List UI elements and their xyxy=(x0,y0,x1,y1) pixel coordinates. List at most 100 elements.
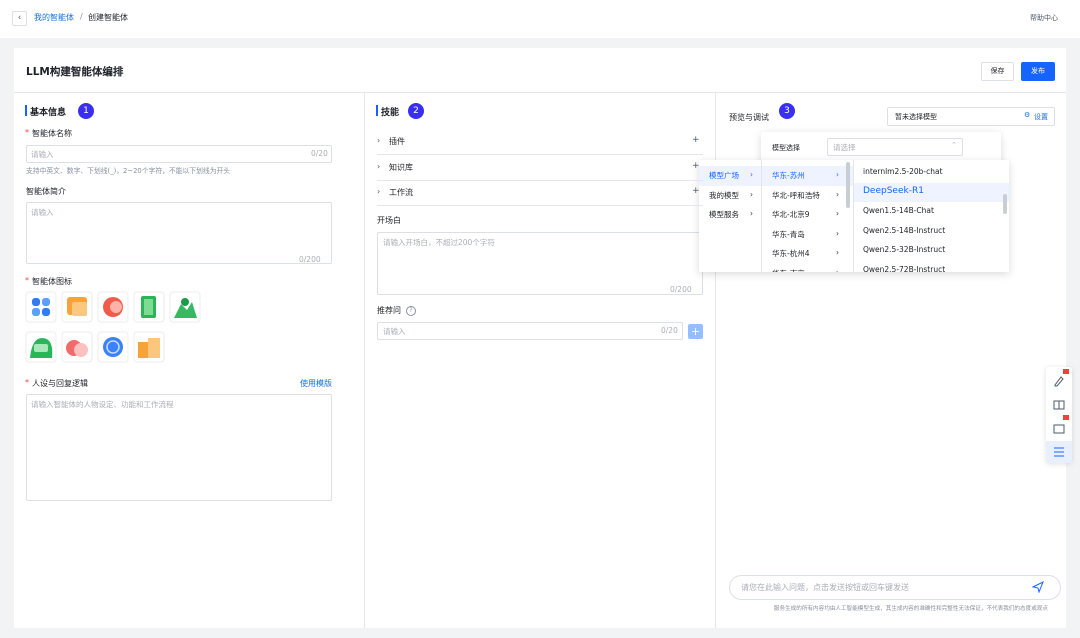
divider xyxy=(364,92,365,628)
field-label: 人设与回复逻辑 xyxy=(32,379,88,388)
book-icon[interactable] xyxy=(1053,400,1065,410)
page-title: LLM构建智能体编排 xyxy=(26,66,124,78)
help-link[interactable]: 帮助中心 xyxy=(1030,14,1058,22)
cascader-item[interactable]: Qwen1.5-14B-Chat xyxy=(863,206,934,215)
expand-arrow[interactable]: › xyxy=(377,187,381,196)
add-button[interactable]: + xyxy=(688,324,703,339)
char-count: 0/20 xyxy=(311,149,328,158)
placeholder: 请您在此输入问题，点击发送按钮或回车键发送 xyxy=(741,583,909,592)
dropdown-label: 模型选择 xyxy=(772,144,800,152)
cascader-item[interactable]: 华东-南京 xyxy=(772,268,805,273)
cascader: 模型广场 › 我的模型 › 模型服务 › 华东-苏州 › 华北-呼和浩特 › 华北-北京9 › 华东-… xyxy=(699,160,1009,272)
chevron: ⌃ xyxy=(951,141,957,149)
divider xyxy=(14,92,1066,93)
model-select[interactable] xyxy=(887,107,1055,126)
cascader-item[interactable]: 华东-青岛 xyxy=(772,229,805,239)
recommend-input[interactable] xyxy=(377,322,683,340)
section-title: 基本信息 xyxy=(30,108,67,118)
add-icon[interactable]: + xyxy=(692,186,700,196)
cascader-item[interactable]: Qwen2.5-14B-Instruct xyxy=(863,225,946,235)
expand-arrow[interactable]: › xyxy=(377,136,381,145)
publish-button[interactable]: 发布 xyxy=(1021,62,1055,81)
intro-textarea[interactable] xyxy=(26,202,332,264)
message-icon[interactable] xyxy=(1053,415,1069,434)
edit-icon[interactable] xyxy=(1054,369,1069,387)
icon[interactable] xyxy=(97,291,129,323)
icon[interactable] xyxy=(25,331,57,363)
placeholder: 请输入 xyxy=(31,150,54,159)
scrollbar xyxy=(1003,194,1007,214)
field-label: 智能体简介 xyxy=(26,187,66,196)
add-icon[interactable]: + xyxy=(692,135,700,145)
icon[interactable] xyxy=(133,291,165,323)
cascader-column: 华东-苏州 › 华北-呼和浩特 › 华北-北京9 › 华东-青岛 › 华东-杭州4 › 华东-南京 › xyxy=(762,160,853,272)
send-icon[interactable] xyxy=(1032,581,1044,593)
icon[interactable] xyxy=(61,331,93,363)
chat-input[interactable] xyxy=(729,575,1061,600)
list-icon xyxy=(1054,447,1064,457)
settings-link[interactable]: 设置 xyxy=(1034,113,1048,121)
dropdown-select[interactable] xyxy=(827,138,963,156)
cascader-item[interactable]: 我的模型 xyxy=(709,190,739,200)
icon[interactable] xyxy=(169,291,201,323)
breadcrumb-link[interactable]: 我的智能体 xyxy=(34,13,74,22)
chevron: › xyxy=(836,228,839,238)
step-badge: 3 xyxy=(779,103,795,119)
cascader-item[interactable]: Qwen2.5-72B-Instruct xyxy=(863,264,946,273)
icon-grid xyxy=(25,291,201,363)
field-label: 开场白 xyxy=(377,216,401,225)
toolbar-icons xyxy=(1046,369,1072,463)
char-count: 0/20 xyxy=(661,326,678,335)
required-mark: * xyxy=(25,128,29,137)
chevron: › xyxy=(836,248,839,257)
chevron: › xyxy=(836,209,839,218)
highlight xyxy=(762,166,853,186)
persona-textarea[interactable] xyxy=(26,394,332,501)
cascader-item[interactable]: 模型服务 xyxy=(709,210,739,219)
required-mark: * xyxy=(25,378,29,387)
template-link[interactable]: 使用模版 xyxy=(300,379,332,388)
opening-textarea[interactable] xyxy=(377,232,703,295)
placeholder: 请输入智能体的人物设定、功能和工作流程 xyxy=(31,400,174,409)
divider xyxy=(761,160,762,272)
gear-icon: ⚙ xyxy=(1024,111,1031,119)
back-button[interactable]: ‹ xyxy=(12,11,27,26)
placeholder: 请输入 xyxy=(31,208,54,217)
chevron: › xyxy=(836,267,839,273)
skill-item[interactable]: 插件 xyxy=(389,137,405,146)
divider xyxy=(715,92,716,628)
skill-item[interactable]: 知识库 xyxy=(389,162,413,172)
cascader-column: internlm2.5-20b-chat DeepSeek-R1 Qwen1.5-1… xyxy=(854,160,1009,272)
field-label: 智能体名称 xyxy=(32,129,72,138)
icon[interactable] xyxy=(25,291,57,323)
icon[interactable] xyxy=(133,331,165,363)
name-input[interactable] xyxy=(26,145,332,163)
chevron: › xyxy=(750,209,753,218)
cascader-item[interactable]: 华东-杭州4 xyxy=(772,249,810,258)
cascader-item[interactable]: Qwen2.5-32B-Instruct xyxy=(863,245,946,254)
section-marker xyxy=(25,105,27,116)
cascader-item[interactable]: 华北-北京9 xyxy=(772,210,810,219)
save-button[interactable]: 保存 xyxy=(981,62,1014,81)
chevron: › xyxy=(836,170,839,179)
icon[interactable] xyxy=(61,291,93,323)
cascader-item[interactable]: DeepSeek-R1 xyxy=(863,185,924,196)
add-icon[interactable]: + xyxy=(692,160,700,171)
section-title: 预览与调试 xyxy=(729,113,769,122)
step-badge: 1 xyxy=(78,103,94,119)
cascader-column: 模型广场 › 我的模型 › 模型服务 › xyxy=(699,160,761,272)
cascader-item[interactable]: 模型广场 xyxy=(709,171,739,180)
cascader-item[interactable]: 华东-苏州 xyxy=(772,171,805,180)
cascader-item[interactable]: internlm2.5-20b-chat xyxy=(863,167,943,176)
help-icon[interactable]: ? xyxy=(406,306,416,316)
icon[interactable] xyxy=(97,331,129,363)
field-label: 智能体图标 xyxy=(32,277,72,286)
highlight xyxy=(854,182,1009,202)
model-select-text: 暂未选择模型 xyxy=(895,113,937,121)
cascader-item[interactable]: 华北-呼和浩特 xyxy=(772,190,820,200)
placeholder: 请输入开场白，不超过200个字符 xyxy=(383,238,495,247)
expand-arrow[interactable]: › xyxy=(377,161,381,171)
field-label: 推荐问 xyxy=(377,306,401,315)
skill-item[interactable]: 工作流 xyxy=(389,188,413,197)
